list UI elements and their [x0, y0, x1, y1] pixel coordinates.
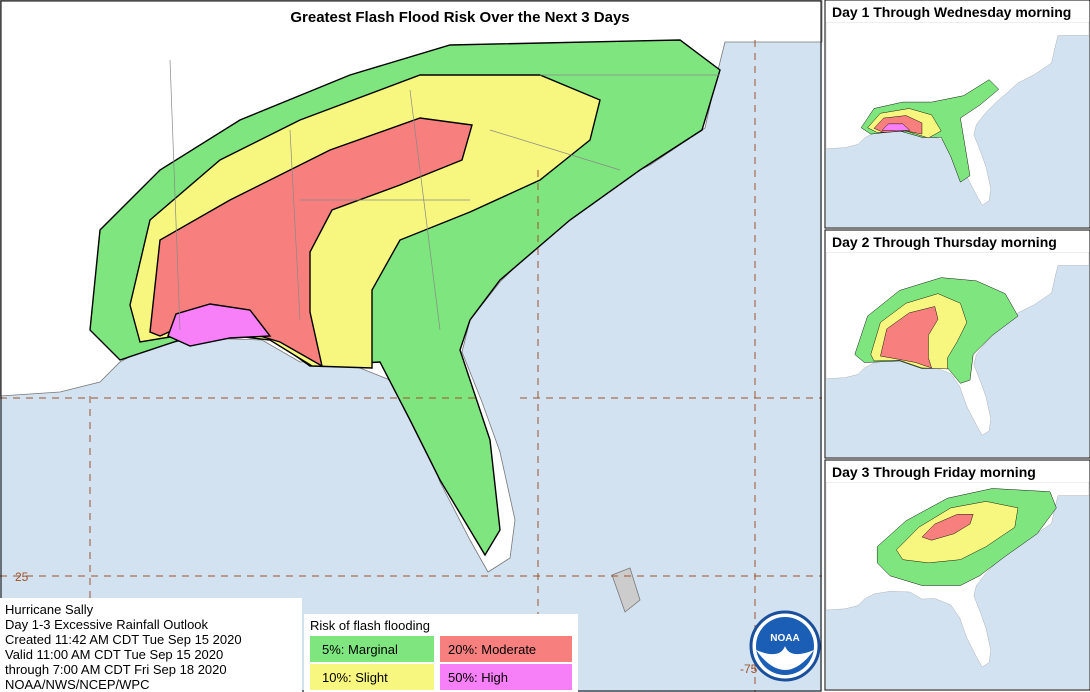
- legend-swatch: [310, 664, 434, 690]
- island: [611, 567, 641, 613]
- slight-area: [896, 501, 1019, 564]
- legend-label: 50%: High: [448, 670, 508, 685]
- longitude-label: -75: [740, 662, 758, 676]
- graticule: [0, 40, 822, 692]
- logo-bird: [756, 646, 814, 670]
- panel-map: [826, 252, 1089, 457]
- high-area: [167, 303, 272, 347]
- info-line: Created 11:42 AM CDT Tue Sep 15 2020: [5, 632, 242, 647]
- legend-label: 20%: Moderate: [448, 642, 536, 657]
- moderate-area: [921, 514, 974, 541]
- main-map: 25 -75 Greatest Flash Flood Risk Over th…: [0, 0, 823, 692]
- legend-title: Risk of flash flooding: [310, 618, 430, 633]
- panel-map: [826, 482, 1089, 689]
- state-borders: [169, 59, 720, 331]
- map-title: Greatest Flash Flood Risk Over the Next …: [290, 9, 629, 26]
- high-area: [881, 123, 911, 132]
- panel-day-3: Day 3 Through Friday morning: [824, 459, 1090, 691]
- info-line: Valid 11:00 AM CDT Tue Sep 15 2020: [5, 647, 223, 662]
- panel-title: Day 1 Through Wednesday morning: [832, 4, 1071, 20]
- legend-label: 10%: Slight: [322, 670, 388, 685]
- panel-title: Day 2 Through Thursday morning: [832, 234, 1057, 250]
- legend-swatch: [310, 636, 434, 662]
- info-line: Day 1-3 Excessive Rainfall Outlook: [5, 617, 209, 632]
- logo-text: NOAA: [770, 633, 799, 644]
- panel-day-2: Day 2 Through Thursday morning: [824, 229, 1090, 459]
- info-line: NOAA/NWS/NCEP/WPC: [5, 677, 149, 692]
- legend-swatch: [440, 636, 572, 662]
- panel-day-1: Day 1 Through Wednesday morning: [824, 0, 1090, 229]
- panel-title: Day 3 Through Friday morning: [832, 464, 1036, 480]
- info-box: Hurricane Sally Day 1-3 Excessive Rainfa…: [0, 598, 302, 692]
- legend: Risk of flash flooding 5%: Marginal 10%:…: [304, 614, 578, 692]
- noaa-logo: NOAA: [749, 610, 821, 682]
- moderate-area: [880, 306, 939, 369]
- panel-map: [826, 22, 1089, 227]
- info-line: through 7:00 AM CDT Fri Sep 18 2020: [5, 662, 227, 677]
- legend-label: 5%: Marginal: [322, 642, 398, 657]
- latitude-label: 25: [15, 570, 29, 584]
- legend-swatch: [440, 664, 572, 690]
- info-line: Hurricane Sally: [5, 602, 94, 617]
- info-background: [0, 598, 302, 692]
